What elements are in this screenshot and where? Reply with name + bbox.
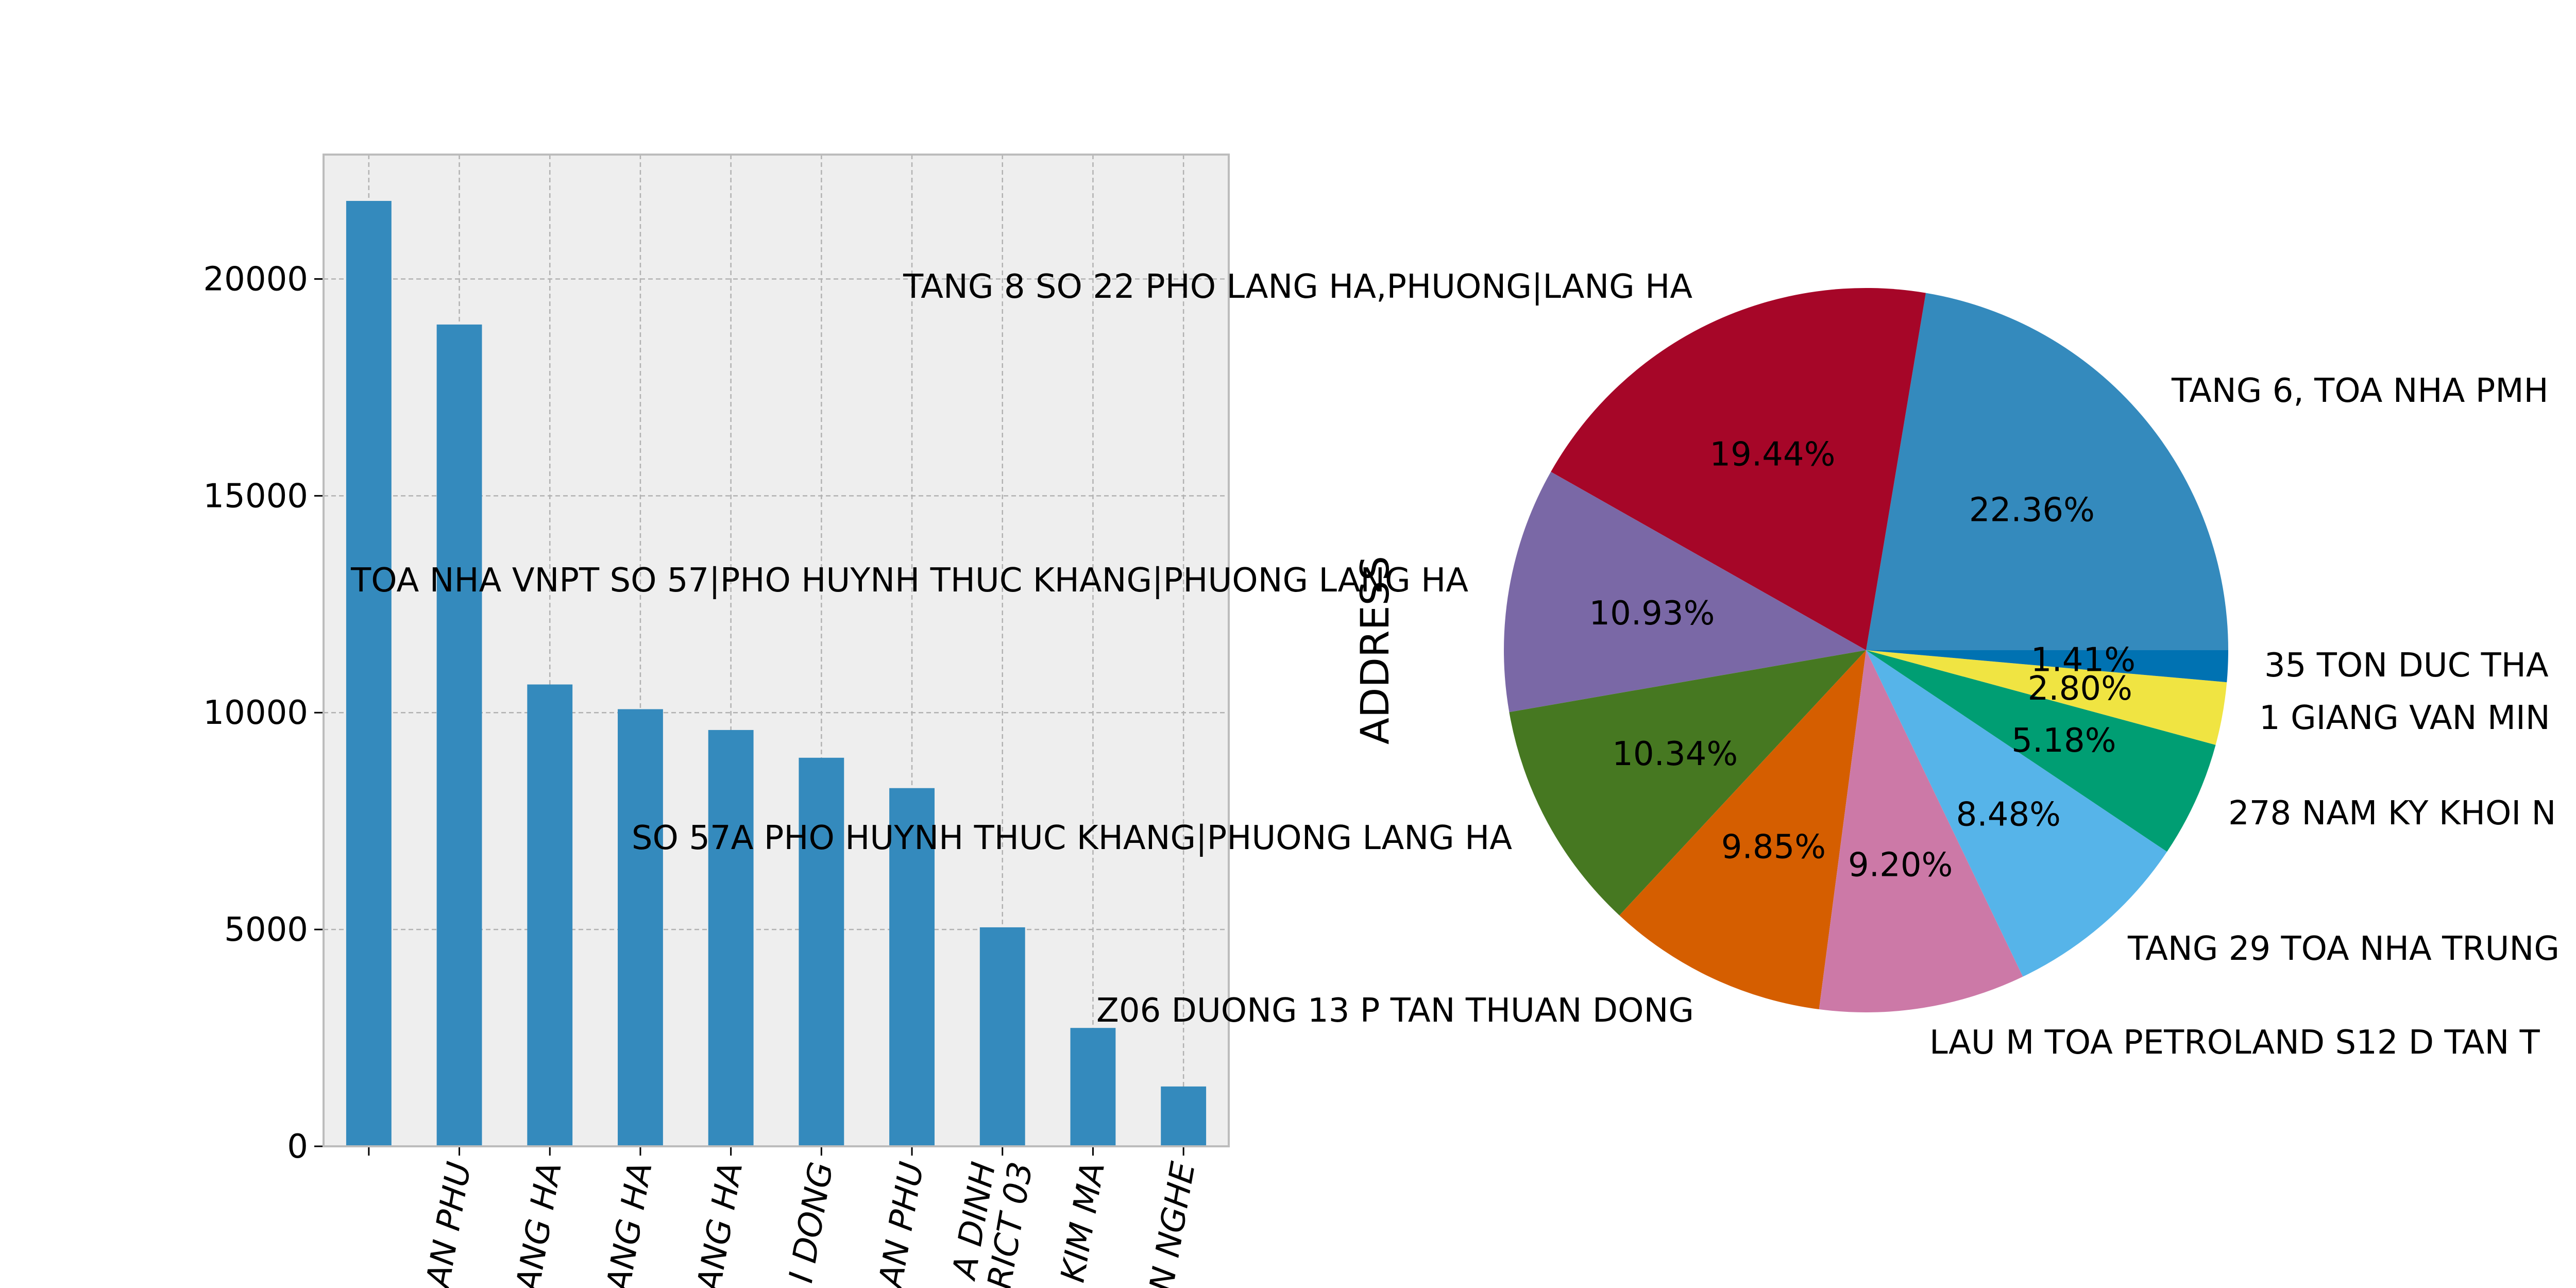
pie-slice bbox=[1551, 288, 1926, 650]
pie-slice-label: 1 GIANG VAN MIN bbox=[2259, 699, 2550, 737]
x-tick-label: AN PHU bbox=[872, 1159, 931, 1288]
pie-slice bbox=[1866, 650, 2167, 977]
y-tick-label: 5000 bbox=[224, 911, 308, 949]
x-tick-label-group: AN PHU bbox=[419, 1159, 479, 1288]
plot-frame bbox=[323, 154, 1230, 1147]
pie-pct-label: 9.85% bbox=[1721, 828, 1826, 867]
bar bbox=[889, 788, 935, 1146]
x-tick-label: ANG HA bbox=[509, 1159, 569, 1288]
pie-slice-label: TANG 8 SO 22 PHO LANG HA,PHUONG|LANG HA bbox=[903, 268, 1692, 306]
pie-pct-label: 9.20% bbox=[1848, 846, 1953, 884]
pie-chart: 22.36% TANG 6, TOA NHA PMH 19.44% TANG 8 SO… bbox=[350, 268, 2560, 1062]
x-tick-label-group: ANG HA bbox=[690, 1159, 751, 1288]
pie-slice-label: Z06 DUONG 13 P TAN THUAN DONG bbox=[1096, 992, 1694, 1030]
y-tick-label: 10000 bbox=[203, 694, 308, 732]
pie-ylabel: ADDRESS bbox=[1352, 556, 1398, 744]
pie-slice-label: 278 NAM KY KHOI N bbox=[2228, 794, 2556, 833]
x-tick-label: N NGHE bbox=[1143, 1159, 1203, 1288]
pie-slice bbox=[1503, 471, 1866, 713]
pie-pct-label: 10.34% bbox=[1612, 735, 1738, 773]
y-tick-label: 0 bbox=[287, 1128, 308, 1166]
x-tick-label-group: ANG HA bbox=[509, 1159, 569, 1288]
pie-slice bbox=[1866, 650, 2216, 852]
pie-slice bbox=[1509, 650, 1866, 916]
pie-slice bbox=[1866, 650, 2227, 745]
pie-pct-label: 1.41% bbox=[2031, 641, 2136, 680]
bar bbox=[436, 324, 482, 1147]
pie-pct-label: 8.48% bbox=[1956, 796, 2061, 834]
bar bbox=[979, 927, 1025, 1146]
pie-slice-label: TANG 29 TOA NHA TRUNG bbox=[2127, 930, 2560, 968]
pie-slice bbox=[1866, 293, 2228, 650]
bar bbox=[527, 684, 573, 1146]
y-tick-label: 20000 bbox=[203, 260, 308, 298]
bar bbox=[708, 730, 754, 1146]
pie-pct-label: 22.36% bbox=[1969, 491, 2095, 529]
x-tick-label: ANG HA bbox=[599, 1159, 660, 1288]
pie-slice bbox=[1819, 650, 2023, 1013]
bar bbox=[1070, 1028, 1116, 1146]
x-tick-label: ANG HA bbox=[690, 1159, 751, 1288]
pie-pct-label: 2.80% bbox=[2028, 670, 2132, 708]
bar bbox=[799, 757, 844, 1146]
pie-slice-label: 35 TON DUC THA bbox=[2264, 647, 2549, 685]
x-tick-label: I DONG bbox=[782, 1159, 841, 1286]
x-tick-label-group: ANG HA bbox=[599, 1159, 660, 1288]
pie-slice bbox=[1619, 650, 1866, 1010]
y-tick-label: 15000 bbox=[203, 477, 308, 515]
bar-chart: 0 5000 10000 15000 20000 AN PHU ANG HA ANG HA AN… bbox=[203, 154, 1230, 1288]
bar bbox=[346, 200, 392, 1146]
bar bbox=[618, 709, 663, 1146]
pie-slice-label: LAU M TOA PETROLAND S12 D TAN T bbox=[1929, 1024, 2540, 1062]
x-tick-label-group: I DONG bbox=[782, 1159, 841, 1286]
pie-slice-label: TOA NHA VNPT SO 57|PHO HUYNH THUC KHANG|… bbox=[350, 562, 1468, 600]
pie-slice-label: TANG 6, TOA NHA PMH bbox=[2171, 372, 2549, 410]
pie-pct-label: 10.93% bbox=[1589, 595, 1715, 633]
x-tick-label: AN PHU bbox=[419, 1159, 479, 1288]
pie-slice-label: SO 57A PHO HUYNH THUC KHANG|PHUONG LANG … bbox=[632, 819, 1512, 857]
x-tick-label: KIM MA bbox=[1054, 1159, 1112, 1285]
pie-pct-label: 19.44% bbox=[1709, 435, 1835, 473]
x-tick-label-group: AN PHU bbox=[872, 1159, 931, 1288]
x-tick-label-group: N NGHE bbox=[1143, 1159, 1203, 1288]
bar bbox=[1161, 1086, 1207, 1146]
x-tick-label-group: KIM MA bbox=[1054, 1159, 1112, 1285]
pie-pct-label: 5.18% bbox=[2011, 722, 2116, 760]
pie-slice bbox=[1866, 650, 2228, 683]
